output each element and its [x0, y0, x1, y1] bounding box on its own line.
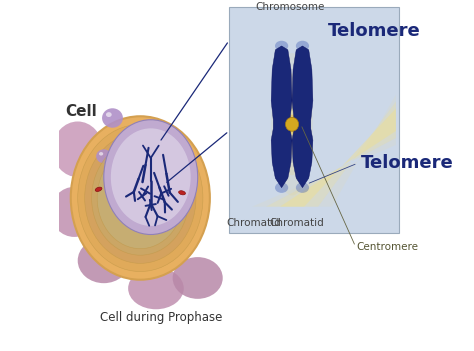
Text: Telomere: Telomere [361, 154, 454, 172]
Polygon shape [252, 94, 396, 207]
Ellipse shape [275, 41, 288, 51]
Ellipse shape [285, 117, 299, 131]
Polygon shape [280, 108, 396, 207]
Text: Telomere: Telomere [328, 22, 421, 40]
Ellipse shape [179, 191, 185, 195]
Ellipse shape [71, 116, 210, 280]
Ellipse shape [282, 115, 302, 134]
Ellipse shape [278, 94, 306, 155]
Polygon shape [292, 46, 313, 188]
Ellipse shape [78, 125, 203, 272]
Polygon shape [266, 101, 396, 207]
Ellipse shape [85, 133, 196, 263]
Ellipse shape [53, 121, 103, 177]
Ellipse shape [95, 187, 102, 191]
Ellipse shape [91, 141, 189, 255]
Ellipse shape [111, 128, 191, 226]
Ellipse shape [296, 41, 309, 51]
Ellipse shape [106, 112, 112, 117]
Ellipse shape [128, 267, 184, 309]
Ellipse shape [78, 238, 130, 283]
Ellipse shape [271, 53, 313, 196]
Text: Cell during Prophase: Cell during Prophase [100, 311, 222, 324]
Ellipse shape [274, 73, 310, 175]
Ellipse shape [97, 147, 183, 249]
Polygon shape [271, 46, 292, 188]
Ellipse shape [104, 120, 198, 234]
Ellipse shape [296, 183, 309, 193]
Text: Centromere: Centromere [356, 242, 418, 252]
Text: Chromosome: Chromosome [255, 2, 324, 12]
Text: Chromatid: Chromatid [269, 218, 324, 228]
FancyBboxPatch shape [229, 7, 400, 233]
Text: Cell: Cell [65, 104, 97, 119]
Ellipse shape [51, 187, 98, 237]
Ellipse shape [96, 149, 111, 163]
Text: Chromatid: Chromatid [226, 218, 281, 228]
Ellipse shape [173, 257, 223, 299]
Ellipse shape [275, 183, 288, 193]
Ellipse shape [99, 152, 103, 155]
Ellipse shape [102, 108, 123, 128]
